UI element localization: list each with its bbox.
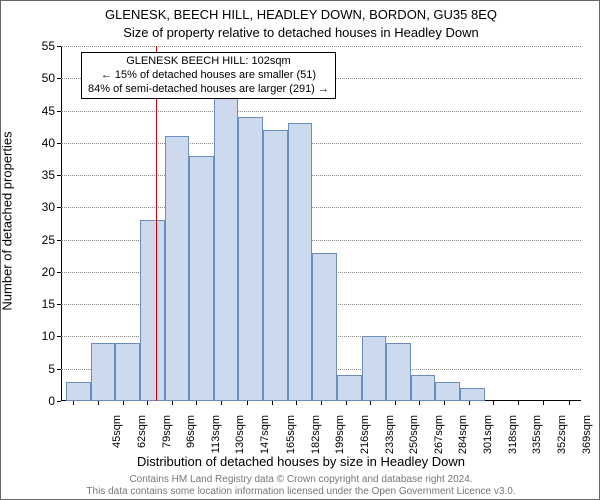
- gridline: [61, 111, 581, 112]
- histogram-bar: [115, 343, 140, 401]
- xtick-mark: [346, 401, 347, 405]
- ytick-label: 50: [25, 71, 55, 85]
- y-axis: [61, 46, 62, 401]
- gridline: [61, 207, 581, 208]
- xtick-mark: [321, 401, 322, 405]
- ytick-mark: [57, 207, 61, 208]
- ytick-label: 5: [25, 362, 55, 376]
- ytick-mark: [57, 175, 61, 176]
- xtick-mark: [543, 401, 544, 405]
- histogram-bar: [312, 253, 337, 401]
- xtick-mark: [247, 401, 248, 405]
- ytick-label: 45: [25, 104, 55, 118]
- histogram-bar: [460, 388, 485, 401]
- xtick-mark: [172, 401, 173, 405]
- xtick-mark: [98, 401, 99, 405]
- ytick-label: 35: [25, 168, 55, 182]
- gridline: [61, 46, 581, 47]
- ytick-mark: [57, 369, 61, 370]
- histogram-bar: [362, 336, 387, 401]
- ytick-mark: [57, 401, 61, 402]
- gridline: [61, 175, 581, 176]
- ytick-mark: [57, 304, 61, 305]
- ytick-label: 40: [25, 136, 55, 150]
- reference-line: [156, 46, 157, 401]
- xtick-mark: [147, 401, 148, 405]
- histogram-bar: [140, 220, 165, 401]
- histogram-bar: [165, 136, 190, 401]
- histogram-bar: [411, 375, 436, 401]
- xtick-mark: [469, 401, 470, 405]
- xtick-mark: [123, 401, 124, 405]
- ytick-mark: [57, 240, 61, 241]
- chart-title-line1: GLENESK, BEECH HILL, HEADLEY DOWN, BORDO…: [1, 7, 600, 22]
- ytick-mark: [57, 78, 61, 79]
- histogram-bar: [189, 156, 214, 401]
- xtick-mark: [221, 401, 222, 405]
- chart-title-line2: Size of property relative to detached ho…: [1, 25, 600, 40]
- ytick-mark: [57, 336, 61, 337]
- histogram-bar: [386, 343, 411, 401]
- gridline: [61, 143, 581, 144]
- xtick-mark: [518, 401, 519, 405]
- annotation-line1: GLENESK BEECH HILL: 102sqm: [88, 55, 329, 69]
- footer-line1: Contains HM Land Registry data © Crown c…: [1, 474, 600, 485]
- histogram-bar: [263, 130, 288, 401]
- y-axis-label: Number of detached properties: [0, 131, 15, 310]
- ytick-label: 25: [25, 233, 55, 247]
- plot-area: 051015202530354045505545sqm62sqm79sqm96s…: [61, 46, 581, 401]
- histogram-bar: [435, 382, 460, 401]
- histogram-bar: [337, 375, 362, 401]
- annotation-box: GLENESK BEECH HILL: 102sqm← 15% of detac…: [81, 52, 336, 99]
- ytick-mark: [57, 111, 61, 112]
- histogram-bar: [288, 123, 313, 401]
- footer-line2: This data contains some location informa…: [1, 486, 600, 497]
- ytick-mark: [57, 143, 61, 144]
- xtick-mark: [196, 401, 197, 405]
- ytick-label: 20: [25, 265, 55, 279]
- xtick-mark: [370, 401, 371, 405]
- ytick-mark: [57, 272, 61, 273]
- ytick-mark: [57, 46, 61, 47]
- ytick-label: 0: [25, 394, 55, 408]
- xtick-mark: [569, 401, 570, 405]
- histogram-bar: [214, 78, 239, 401]
- xtick-mark: [296, 401, 297, 405]
- xtick-mark: [395, 401, 396, 405]
- xtick-mark: [419, 401, 420, 405]
- annotation-line2: ← 15% of detached houses are smaller (51…: [88, 69, 329, 83]
- ytick-label: 10: [25, 329, 55, 343]
- xtick-mark: [272, 401, 273, 405]
- histogram-bar: [66, 382, 91, 401]
- xtick-mark: [73, 401, 74, 405]
- x-axis-label: Distribution of detached houses by size …: [1, 454, 600, 469]
- xtick-mark: [444, 401, 445, 405]
- xtick-mark: [493, 401, 494, 405]
- chart-container: GLENESK, BEECH HILL, HEADLEY DOWN, BORDO…: [0, 0, 600, 500]
- histogram-bar: [238, 117, 263, 401]
- annotation-line3: 84% of semi-detached houses are larger (…: [88, 83, 329, 97]
- ytick-label: 30: [25, 200, 55, 214]
- histogram-bar: [91, 343, 116, 401]
- ytick-label: 55: [25, 39, 55, 53]
- ytick-label: 15: [25, 297, 55, 311]
